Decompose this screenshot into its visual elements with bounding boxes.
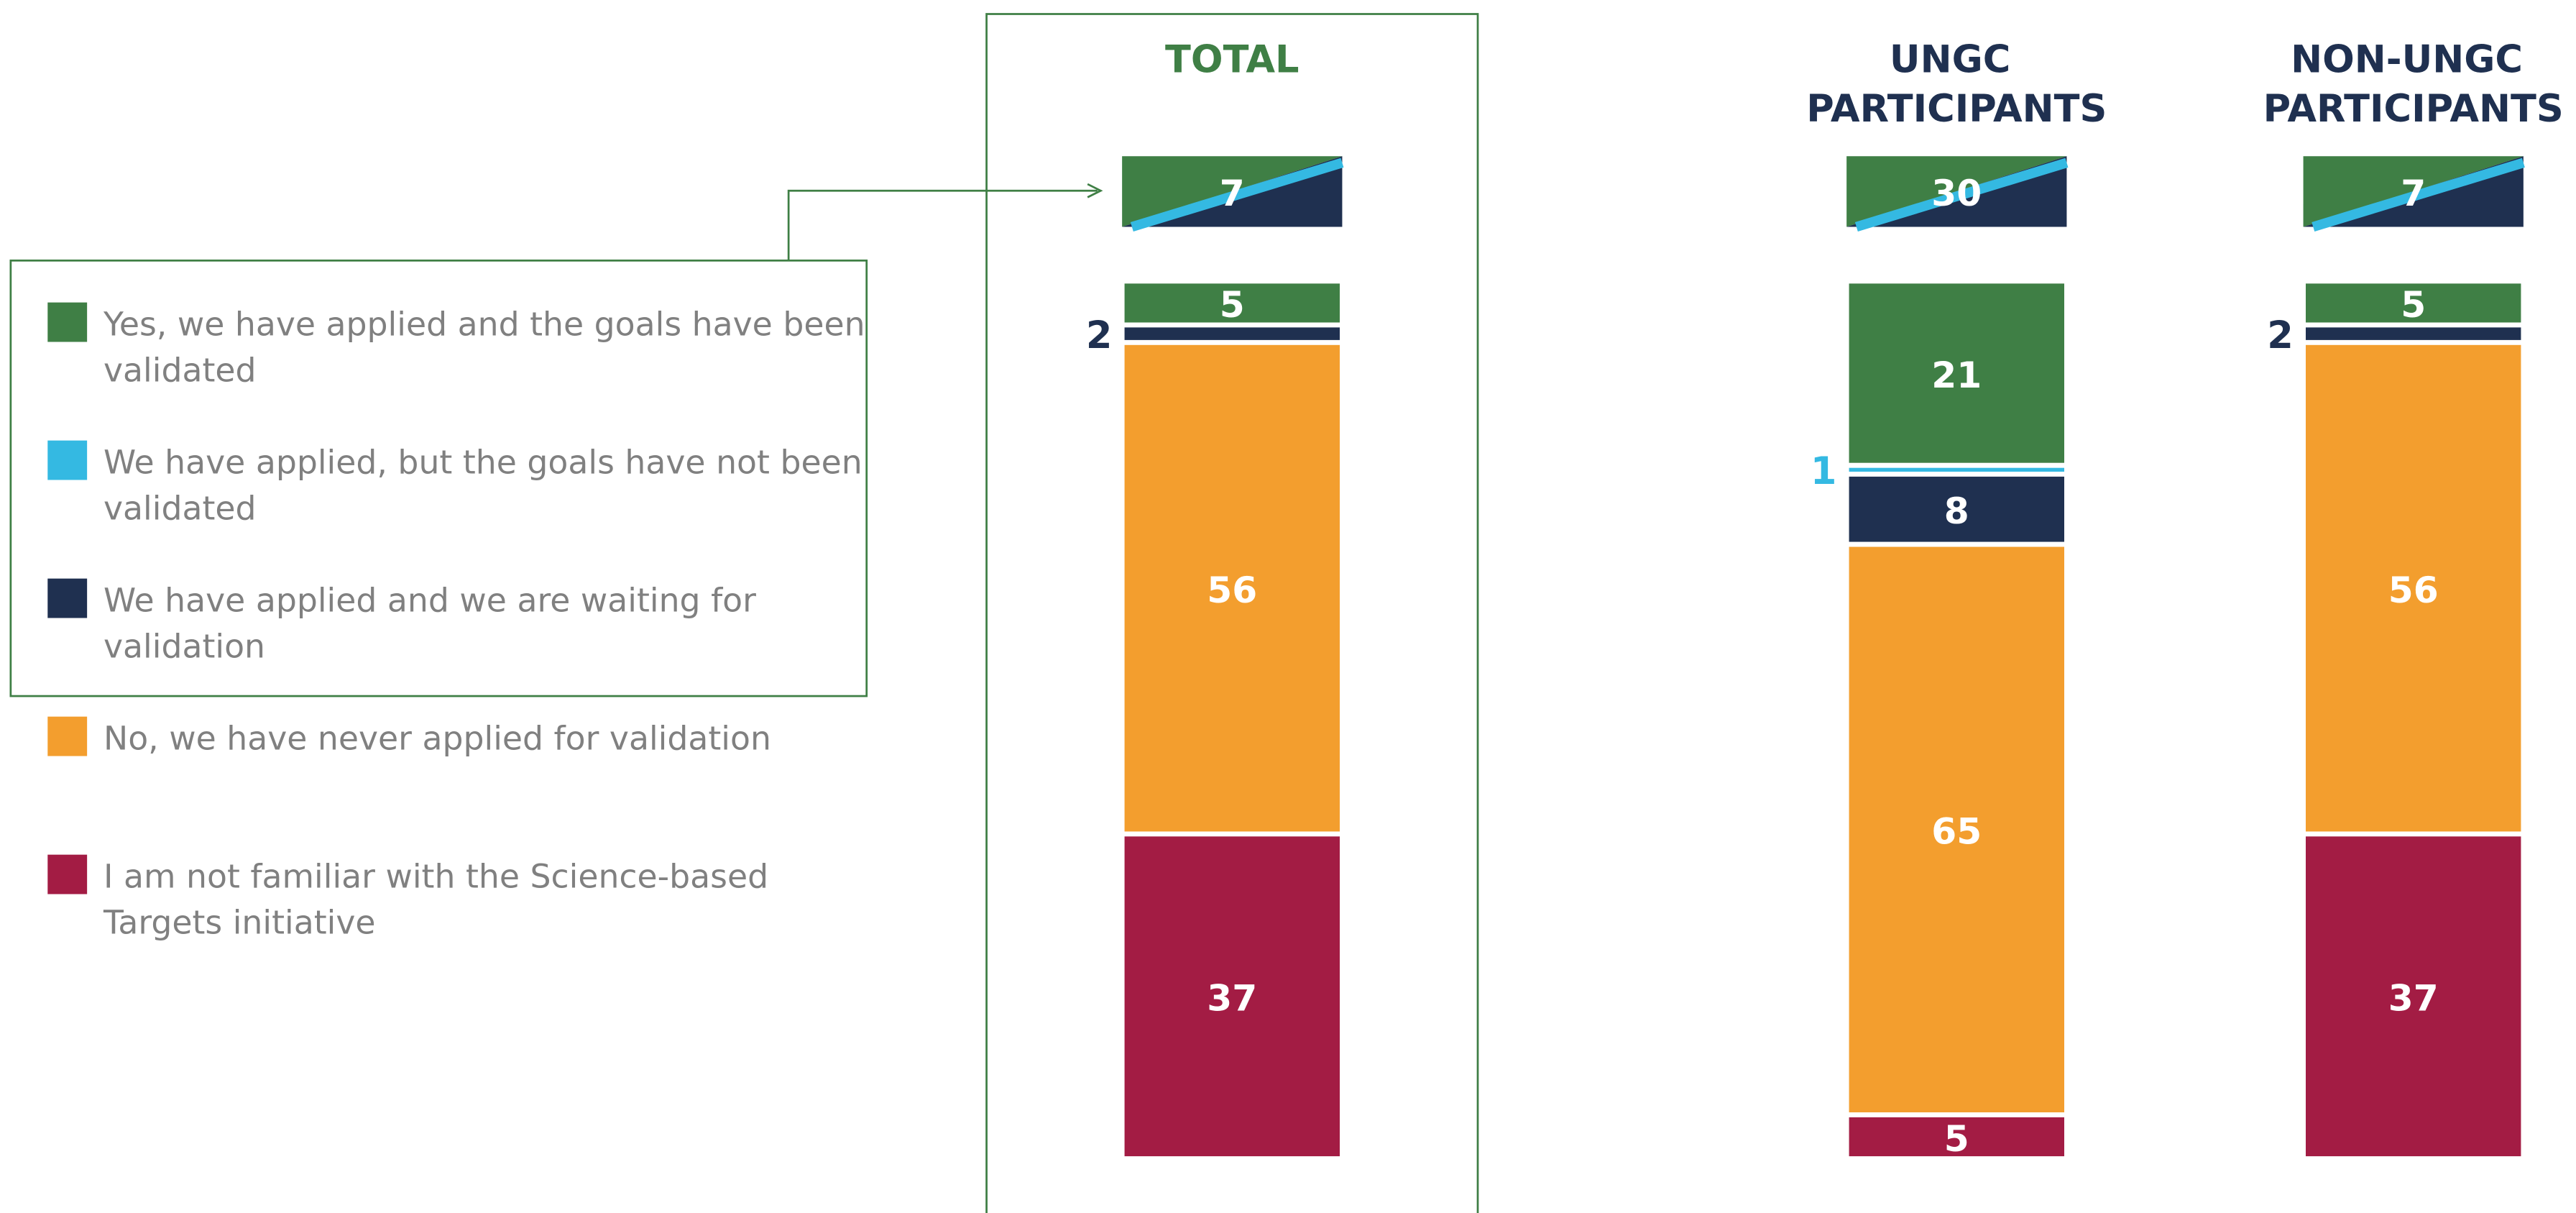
- combined-label: 7: [1220, 172, 1245, 214]
- segment-label: 56: [2388, 569, 2439, 611]
- segment-label: 5: [2401, 283, 2426, 326]
- bar-segment: [1844, 278, 2069, 468]
- combined-part: [1854, 157, 2069, 232]
- combined-box: [1846, 156, 2069, 232]
- segment-label: 37: [1207, 976, 1257, 1019]
- bar-segment: [1844, 472, 2069, 547]
- segment-label: 37: [2388, 976, 2439, 1019]
- segment-label: 5: [1944, 1117, 1969, 1160]
- legend-swatch: [47, 716, 88, 756]
- combined-box: [2303, 156, 2525, 232]
- total-frame: [985, 13, 1479, 1213]
- segment-label: 2: [1086, 313, 1113, 357]
- legend-swatch: [47, 854, 88, 894]
- segment-label: 1: [1811, 449, 1837, 493]
- combined-part: [1130, 157, 1344, 232]
- segment-label: 5: [1220, 283, 1245, 326]
- bar-segment: [1119, 322, 1345, 345]
- combined-box: [1122, 156, 1344, 232]
- bar-segment: [1119, 831, 1345, 1161]
- category-label: TOTAL: [1165, 38, 1299, 82]
- legend-label: Yes, we have applied and the goals have …: [103, 305, 875, 389]
- combined-label: 30: [1931, 172, 1982, 214]
- legend-label: We have applied and we are waiting for v…: [104, 581, 766, 665]
- segment-label: 2: [2267, 313, 2294, 357]
- legend-label: We have applied, but the goals have not …: [104, 443, 873, 527]
- legend-label: I am not familiar with the Science-based…: [103, 857, 779, 941]
- bar-segment: [2301, 831, 2526, 1161]
- legend-swatch: [47, 302, 88, 342]
- bar-segment: [1844, 1112, 2069, 1161]
- category-label: UNGC PARTICIPANTS: [1806, 38, 2107, 132]
- category-label: NON-UNGC PARTICIPANTS: [2263, 38, 2564, 132]
- connector: [787, 189, 1098, 260]
- combined-label: 7: [2401, 172, 2426, 214]
- legend-frame: [9, 259, 868, 697]
- bar-segment: [1119, 339, 1345, 837]
- legend-swatch: [47, 440, 88, 480]
- legend-label: No, we have never applied for validation: [104, 719, 771, 757]
- segment-label: 65: [1931, 810, 1982, 853]
- bar-segment: [2301, 322, 2526, 345]
- bar-segment: [1844, 541, 2069, 1117]
- connector-arrow: [1087, 183, 1103, 198]
- segment-label: 21: [1931, 354, 1982, 396]
- legend-swatch: [47, 578, 88, 618]
- segment-label: 8: [1944, 490, 1969, 532]
- combined-part: [2312, 157, 2525, 232]
- segment-label: 56: [1207, 569, 1257, 611]
